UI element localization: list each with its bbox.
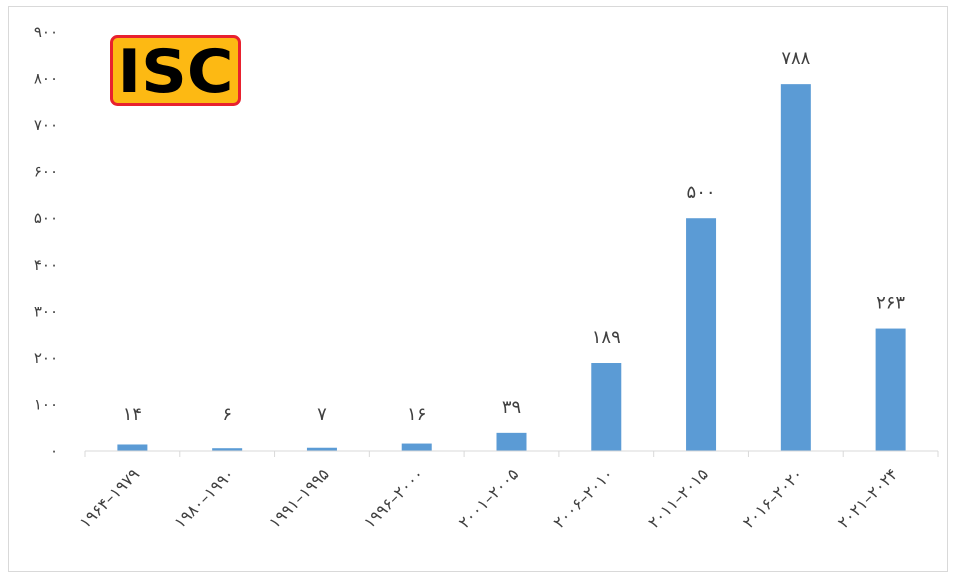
y-axis-ticks: ۰ ۱۰۰ ۲۰۰ ۳۰۰ ۴۰۰ ۵۰۰ ۶۰۰ ۷۰۰ ۸۰۰ ۹۰۰ <box>34 23 58 460</box>
bars <box>117 84 906 452</box>
data-label: ۷۸۸ <box>781 48 810 69</box>
x-tick-label: ۲۰۱۶–۲۰۲۰ <box>739 464 807 532</box>
y-tick-label: ۴۰۰ <box>34 256 58 274</box>
bar <box>212 448 243 451</box>
y-tick-label: ۷۰۰ <box>34 116 58 134</box>
x-tick-label: ۲۰۲۱–۲۰۲۴ <box>834 464 902 532</box>
data-labels: ۱۴ ۶ ۷ ۱۶ ۳۹ ۱۸۹ ۵۰۰ ۷۸۸ ۲۶۳ <box>123 48 906 425</box>
y-tick-label: ۶۰۰ <box>34 163 58 181</box>
y-tick-label: ۹۰۰ <box>34 23 58 41</box>
y-tick-label: ۳۰۰ <box>34 302 58 320</box>
bar <box>875 328 906 451</box>
x-axis-ticks <box>84 451 939 457</box>
x-tick-label: ۲۰۰۱–۲۰۰۵ <box>455 464 523 532</box>
y-tick-label: ۸۰۰ <box>34 70 58 88</box>
data-label: ۱۸۹ <box>592 327 621 348</box>
x-tick-label: ۲۰۱۱–۲۰۱۵ <box>644 464 712 532</box>
x-axis-labels: ۱۹۶۴–۱۹۷۹ ۱۹۸۰–۱۹۹۰ ۱۹۹۱–۱۹۹۵ ۱۹۹۶–۲۰۰۰ ۲۰۰۱… <box>76 464 902 532</box>
data-label: ۳۹ <box>502 397 521 418</box>
x-tick-label: ۱۹۸۰–۱۹۹۰ <box>170 464 238 532</box>
bar <box>117 444 148 451</box>
y-tick-label: ۰ <box>50 442 58 460</box>
y-tick-label: ۲۰۰ <box>34 349 58 367</box>
bar <box>686 218 717 451</box>
bar <box>591 363 622 451</box>
bar <box>780 84 811 452</box>
chart-frame <box>8 6 948 572</box>
x-tick-label: ۱۹۹۶–۲۰۰۰ <box>360 464 428 532</box>
y-tick-label: ۱۰۰ <box>34 395 58 413</box>
data-label: ۱۶ <box>407 404 426 425</box>
bar <box>306 447 337 451</box>
bar <box>401 443 432 451</box>
data-label: ۲۶۳ <box>876 293 905 314</box>
data-label: ۷ <box>317 404 327 425</box>
y-tick-label: ۵۰۰ <box>34 209 58 227</box>
isc-logo: ISC <box>110 35 241 106</box>
data-label: ۶ <box>222 404 232 425</box>
bar <box>496 432 527 451</box>
logo-text: ISC <box>118 37 234 106</box>
x-tick-label: ۱۹۹۱–۱۹۹۵ <box>265 464 333 532</box>
logo-background <box>110 35 241 106</box>
data-label: ۱۴ <box>123 404 142 425</box>
x-tick-label: ۱۹۶۴–۱۹۷۹ <box>76 464 144 532</box>
x-tick-label: ۲۰۰۶–۲۰۱۰ <box>549 464 617 532</box>
data-label: ۵۰۰ <box>687 182 716 203</box>
